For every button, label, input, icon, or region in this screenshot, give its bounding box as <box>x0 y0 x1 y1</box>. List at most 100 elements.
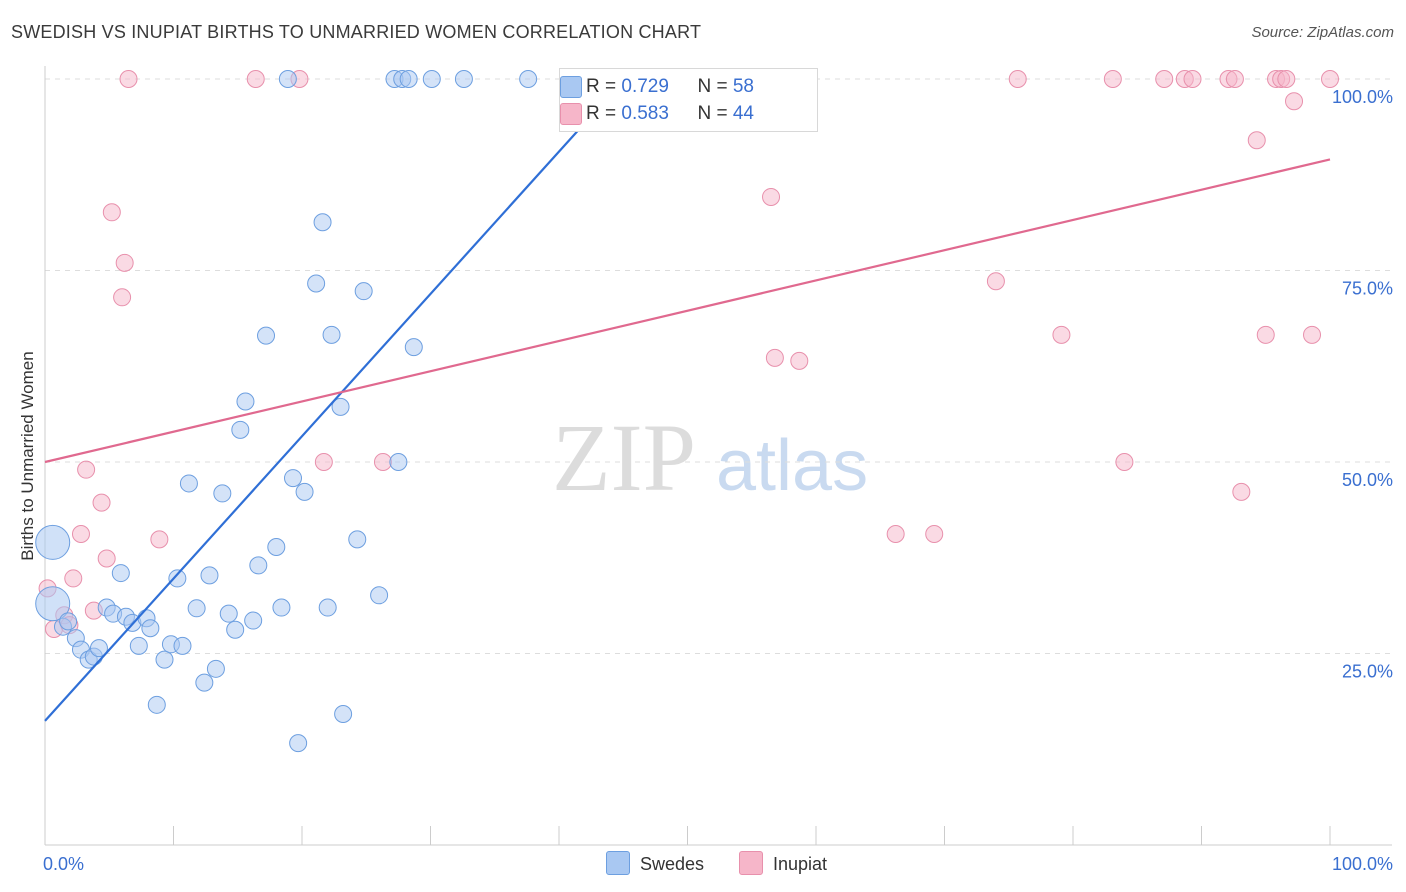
correlation-legend: R = 0.729 N = 58 R = 0.583 N = 44 <box>559 68 818 132</box>
x-tick-label-min: 0.0% <box>43 854 84 874</box>
inupiat-point <box>925 525 944 544</box>
legend-item-inupiat[interactable]: Inupiat <box>739 851 827 877</box>
swedes-point <box>200 566 219 585</box>
inupiat-point <box>113 288 132 307</box>
swedes-point <box>129 636 148 655</box>
swedes-point <box>59 612 78 631</box>
trendlines <box>44 78 1331 722</box>
y-tick-label: 75.0% <box>1342 279 1393 299</box>
swedes-point <box>155 650 174 669</box>
inupiat-point <box>1225 70 1244 88</box>
swedes-point <box>454 70 473 88</box>
inupiat-point <box>1321 70 1339 88</box>
swedes-point <box>389 453 408 471</box>
watermark: ZIP atlas <box>552 404 868 511</box>
inupiat-n-label: N = <box>697 103 733 124</box>
swedes-points <box>35 70 538 753</box>
inupiat-point <box>762 187 781 206</box>
inupiat-point <box>102 203 121 222</box>
inupiat-legend-swatch <box>739 851 763 875</box>
swedes-point <box>313 213 332 232</box>
inupiat-point <box>1052 325 1071 344</box>
inupiat-point <box>246 70 265 88</box>
swedes-point <box>173 636 192 655</box>
swedes-point <box>284 469 303 488</box>
inupiat-point <box>97 549 116 568</box>
inupiat-point <box>886 525 905 544</box>
axes <box>44 66 1392 846</box>
swedes-point <box>334 705 353 724</box>
inupiat-point <box>765 348 784 367</box>
y-tick-label: 100.0% <box>1332 87 1393 107</box>
swedes-point <box>289 734 308 753</box>
inupiat-r-value: 0.583 <box>621 103 669 124</box>
inupiat-trendline <box>44 158 1331 464</box>
swedes-point <box>35 586 71 622</box>
inupiat-point <box>1183 70 1202 88</box>
inupiat-point <box>1247 131 1266 150</box>
inupiat-point <box>314 453 333 471</box>
swedes-point <box>354 282 373 301</box>
swedes-point <box>422 70 441 88</box>
swedes-point <box>231 420 250 439</box>
inupiat-point <box>1008 70 1027 88</box>
swedes-legend-label: Swedes <box>640 854 705 874</box>
swedes-point <box>111 564 130 583</box>
swedes-n-label: N = <box>697 76 733 97</box>
inupiat-n-value: 44 <box>732 103 754 124</box>
y-tick-label: 25.0% <box>1342 662 1393 682</box>
swedes-swatch <box>560 76 582 98</box>
swedes-point <box>307 274 326 293</box>
inupiat-point <box>1155 70 1174 88</box>
swedes-point <box>35 524 71 560</box>
swedes-point <box>213 484 232 503</box>
inupiat-point <box>77 460 96 479</box>
inupiat-point <box>119 70 138 88</box>
swedes-point <box>179 474 198 493</box>
gridlines <box>45 78 1392 654</box>
x-tick-label-max: 100.0% <box>1332 854 1393 874</box>
inupiat-point <box>64 569 83 588</box>
inupiat-point <box>1285 92 1304 111</box>
swedes-point <box>236 392 255 411</box>
swedes-point <box>257 326 276 345</box>
swedes-point <box>141 619 160 638</box>
swedes-point <box>249 556 268 575</box>
inupiat-point <box>790 351 809 370</box>
inupiat-point <box>1115 453 1134 471</box>
watermark-zip: ZIP <box>552 404 696 511</box>
inupiat-point <box>1303 325 1322 344</box>
legend-row-swedes: R = 0.729 N = 58 <box>560 74 754 100</box>
inupiat-point <box>92 493 111 512</box>
swedes-point <box>195 673 214 692</box>
swedes-point <box>318 598 337 617</box>
inupiat-r-label: R = <box>586 103 622 124</box>
swedes-point <box>206 659 225 678</box>
tick-labels: 25.0% 50.0% 75.0% 100.0% 0.0% 100.0% <box>43 87 1393 874</box>
inupiat-point <box>986 272 1005 291</box>
inupiat-point <box>1277 70 1296 88</box>
swedes-point <box>147 695 166 714</box>
swedes-point <box>244 611 263 630</box>
swedes-point <box>89 639 108 658</box>
watermark-atlas: atlas <box>716 426 868 506</box>
swedes-legend-swatch <box>606 851 630 875</box>
swedes-point <box>331 397 350 416</box>
swedes-point <box>370 586 389 605</box>
swedes-point <box>322 325 341 344</box>
swedes-trendline <box>44 78 626 722</box>
swedes-point <box>226 620 245 639</box>
inupiat-point <box>71 525 90 544</box>
inupiat-point <box>150 530 169 549</box>
inupiat-point <box>1256 325 1275 344</box>
legend-row-inupiat: R = 0.583 N = 44 <box>560 101 754 127</box>
swedes-n-value: 58 <box>732 76 754 97</box>
swedes-point <box>219 604 238 623</box>
inupiat-points <box>38 70 1339 638</box>
swedes-point <box>278 70 297 88</box>
swedes-r-value: 0.729 <box>621 76 669 97</box>
chart-title: SWEDISH VS INUPIAT BIRTHS TO UNMARRIED W… <box>11 22 702 42</box>
swedes-point <box>399 70 418 88</box>
legend-item-swedes[interactable]: Swedes <box>606 851 704 877</box>
